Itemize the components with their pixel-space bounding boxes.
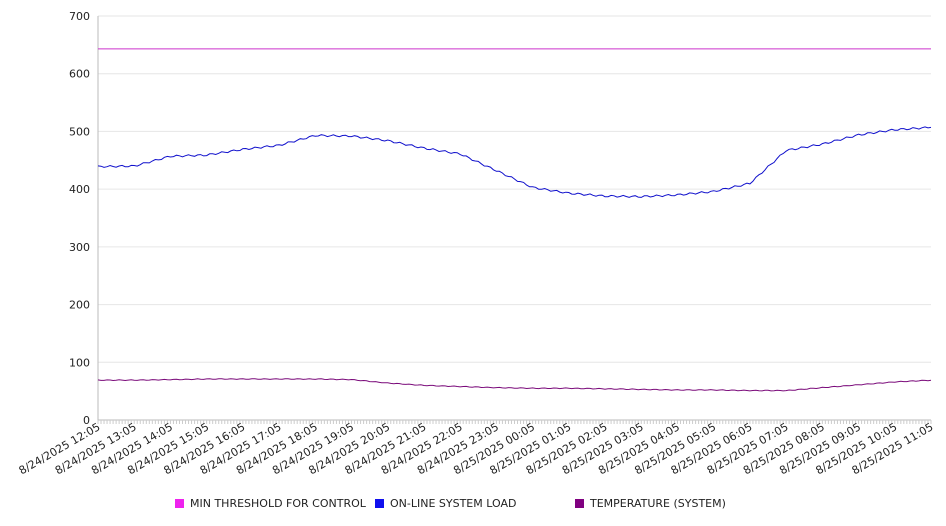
series-line-on-line-system-load <box>97 126 932 198</box>
y-tick-label: 700 <box>69 10 90 23</box>
y-tick-label: 100 <box>69 356 90 369</box>
y-axis-ticks: 0 100 200 300 400 500 600 700 <box>69 10 90 427</box>
legend-label-min-threshold: MIN THRESHOLD FOR CONTROL <box>190 497 366 510</box>
legend: MIN THRESHOLD FOR CONTROL ON-LINE SYSTEM… <box>0 497 946 515</box>
legend-label-system-load: ON-LINE SYSTEM LOAD <box>390 497 517 510</box>
legend-swatch-temperature <box>575 499 584 508</box>
legend-item-system-load[interactable]: ON-LINE SYSTEM LOAD <box>375 497 516 510</box>
gridlines <box>98 15 931 421</box>
y-tick-label: 400 <box>69 183 90 196</box>
y-tick-label: 500 <box>69 125 90 138</box>
y-tick-label: 300 <box>69 241 90 254</box>
legend-item-temperature[interactable]: TEMPERATURE (SYSTEM) <box>575 497 726 510</box>
legend-swatch-system-load <box>375 499 384 508</box>
y-tick-label: 200 <box>69 299 90 312</box>
legend-swatch-min-threshold <box>175 499 184 508</box>
legend-item-min-threshold[interactable]: MIN THRESHOLD FOR CONTROL <box>175 497 366 510</box>
legend-label-temperature: TEMPERATURE (SYSTEM) <box>590 497 726 510</box>
series-line-temperature-system <box>97 378 932 392</box>
y-tick-label: 600 <box>69 68 90 81</box>
y-tick-label: 0 <box>83 414 90 427</box>
series-lines <box>97 48 932 392</box>
x-axis-ticks: 8/24/2025 12:058/24/2025 13:058/24/2025 … <box>17 420 936 477</box>
